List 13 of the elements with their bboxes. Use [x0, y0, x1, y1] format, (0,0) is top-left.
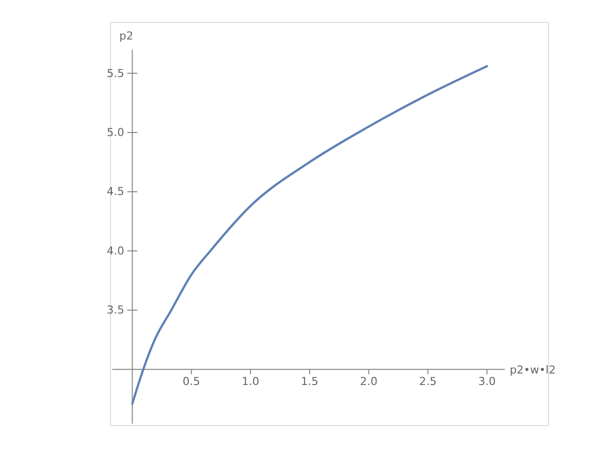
- x-tick-label: 1.5: [300, 375, 318, 388]
- x-tick-label: 0.5: [182, 375, 200, 388]
- y-axis-title: p2: [119, 30, 134, 43]
- x-tick-label: 2.0: [360, 375, 378, 388]
- y-tick-label: 4.5: [106, 185, 124, 198]
- y-tick-label: 4.0: [106, 244, 124, 258]
- x-tick-label: 2.5: [419, 375, 437, 388]
- x-tick-label: 1.0: [242, 375, 260, 388]
- y-tick-label: 5.0: [106, 126, 124, 140]
- x-axis-title: p2•w•l2: [510, 363, 556, 376]
- y-tick-label: 3.5: [106, 304, 124, 317]
- y-tick-label: 5.5: [106, 66, 124, 80]
- x-tick-label: 3.0: [478, 375, 496, 388]
